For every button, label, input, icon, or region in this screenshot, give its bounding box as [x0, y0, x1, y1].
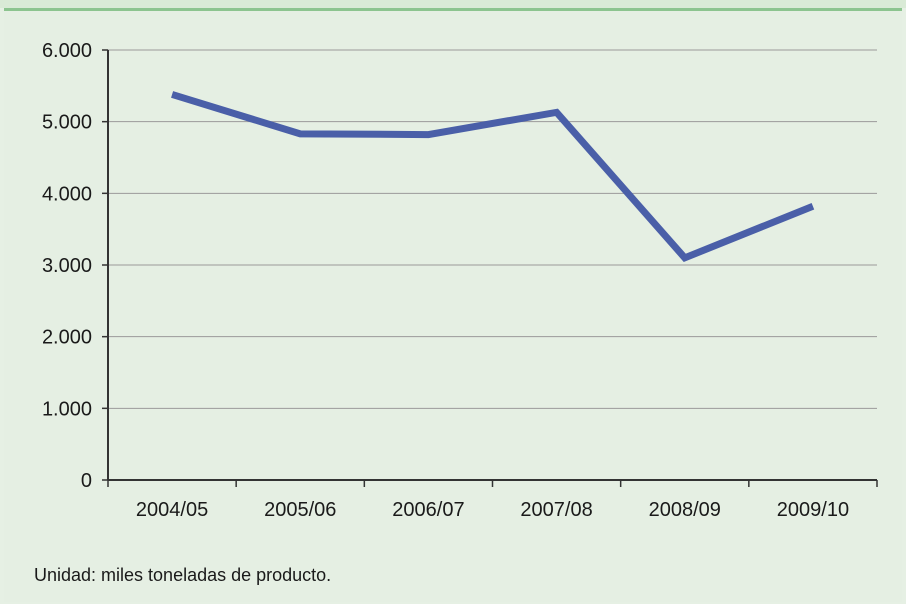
series-layer	[171, 91, 815, 263]
y-tick-label: 2.000	[42, 327, 92, 349]
y-axis-ticks: 0 1.000 2.000 3.000 4.000 5.000 6.000	[42, 40, 108, 492]
y-tick-label: 4.000	[42, 183, 92, 205]
top-strip	[0, 0, 906, 8]
gridlines	[108, 49, 877, 409]
unit-note: Unidad: miles toneladas de producto.	[34, 565, 332, 585]
x-tick-label: 2009/10	[777, 499, 849, 521]
x-axis-ticks: 2004/05 2005/06 2006/07 2007/08 2008/09 2009/…	[107, 480, 878, 521]
x-tick-label: 2008/09	[649, 499, 721, 521]
y-tick-label: 1.000	[42, 398, 92, 420]
y-tick-label: 6.000	[42, 40, 92, 62]
y-tick-label: 0	[81, 470, 92, 492]
x-tick-label: 2004/05	[136, 499, 208, 521]
chart-panel	[4, 8, 902, 602]
x-tick-label: 2007/08	[520, 499, 592, 521]
x-tick-label: 2006/07	[392, 499, 464, 521]
series-line	[171, 91, 815, 263]
y-tick-label: 3.000	[42, 255, 92, 277]
y-tick-label: 5.000	[42, 112, 92, 134]
x-tick-label: 2005/06	[264, 499, 336, 521]
